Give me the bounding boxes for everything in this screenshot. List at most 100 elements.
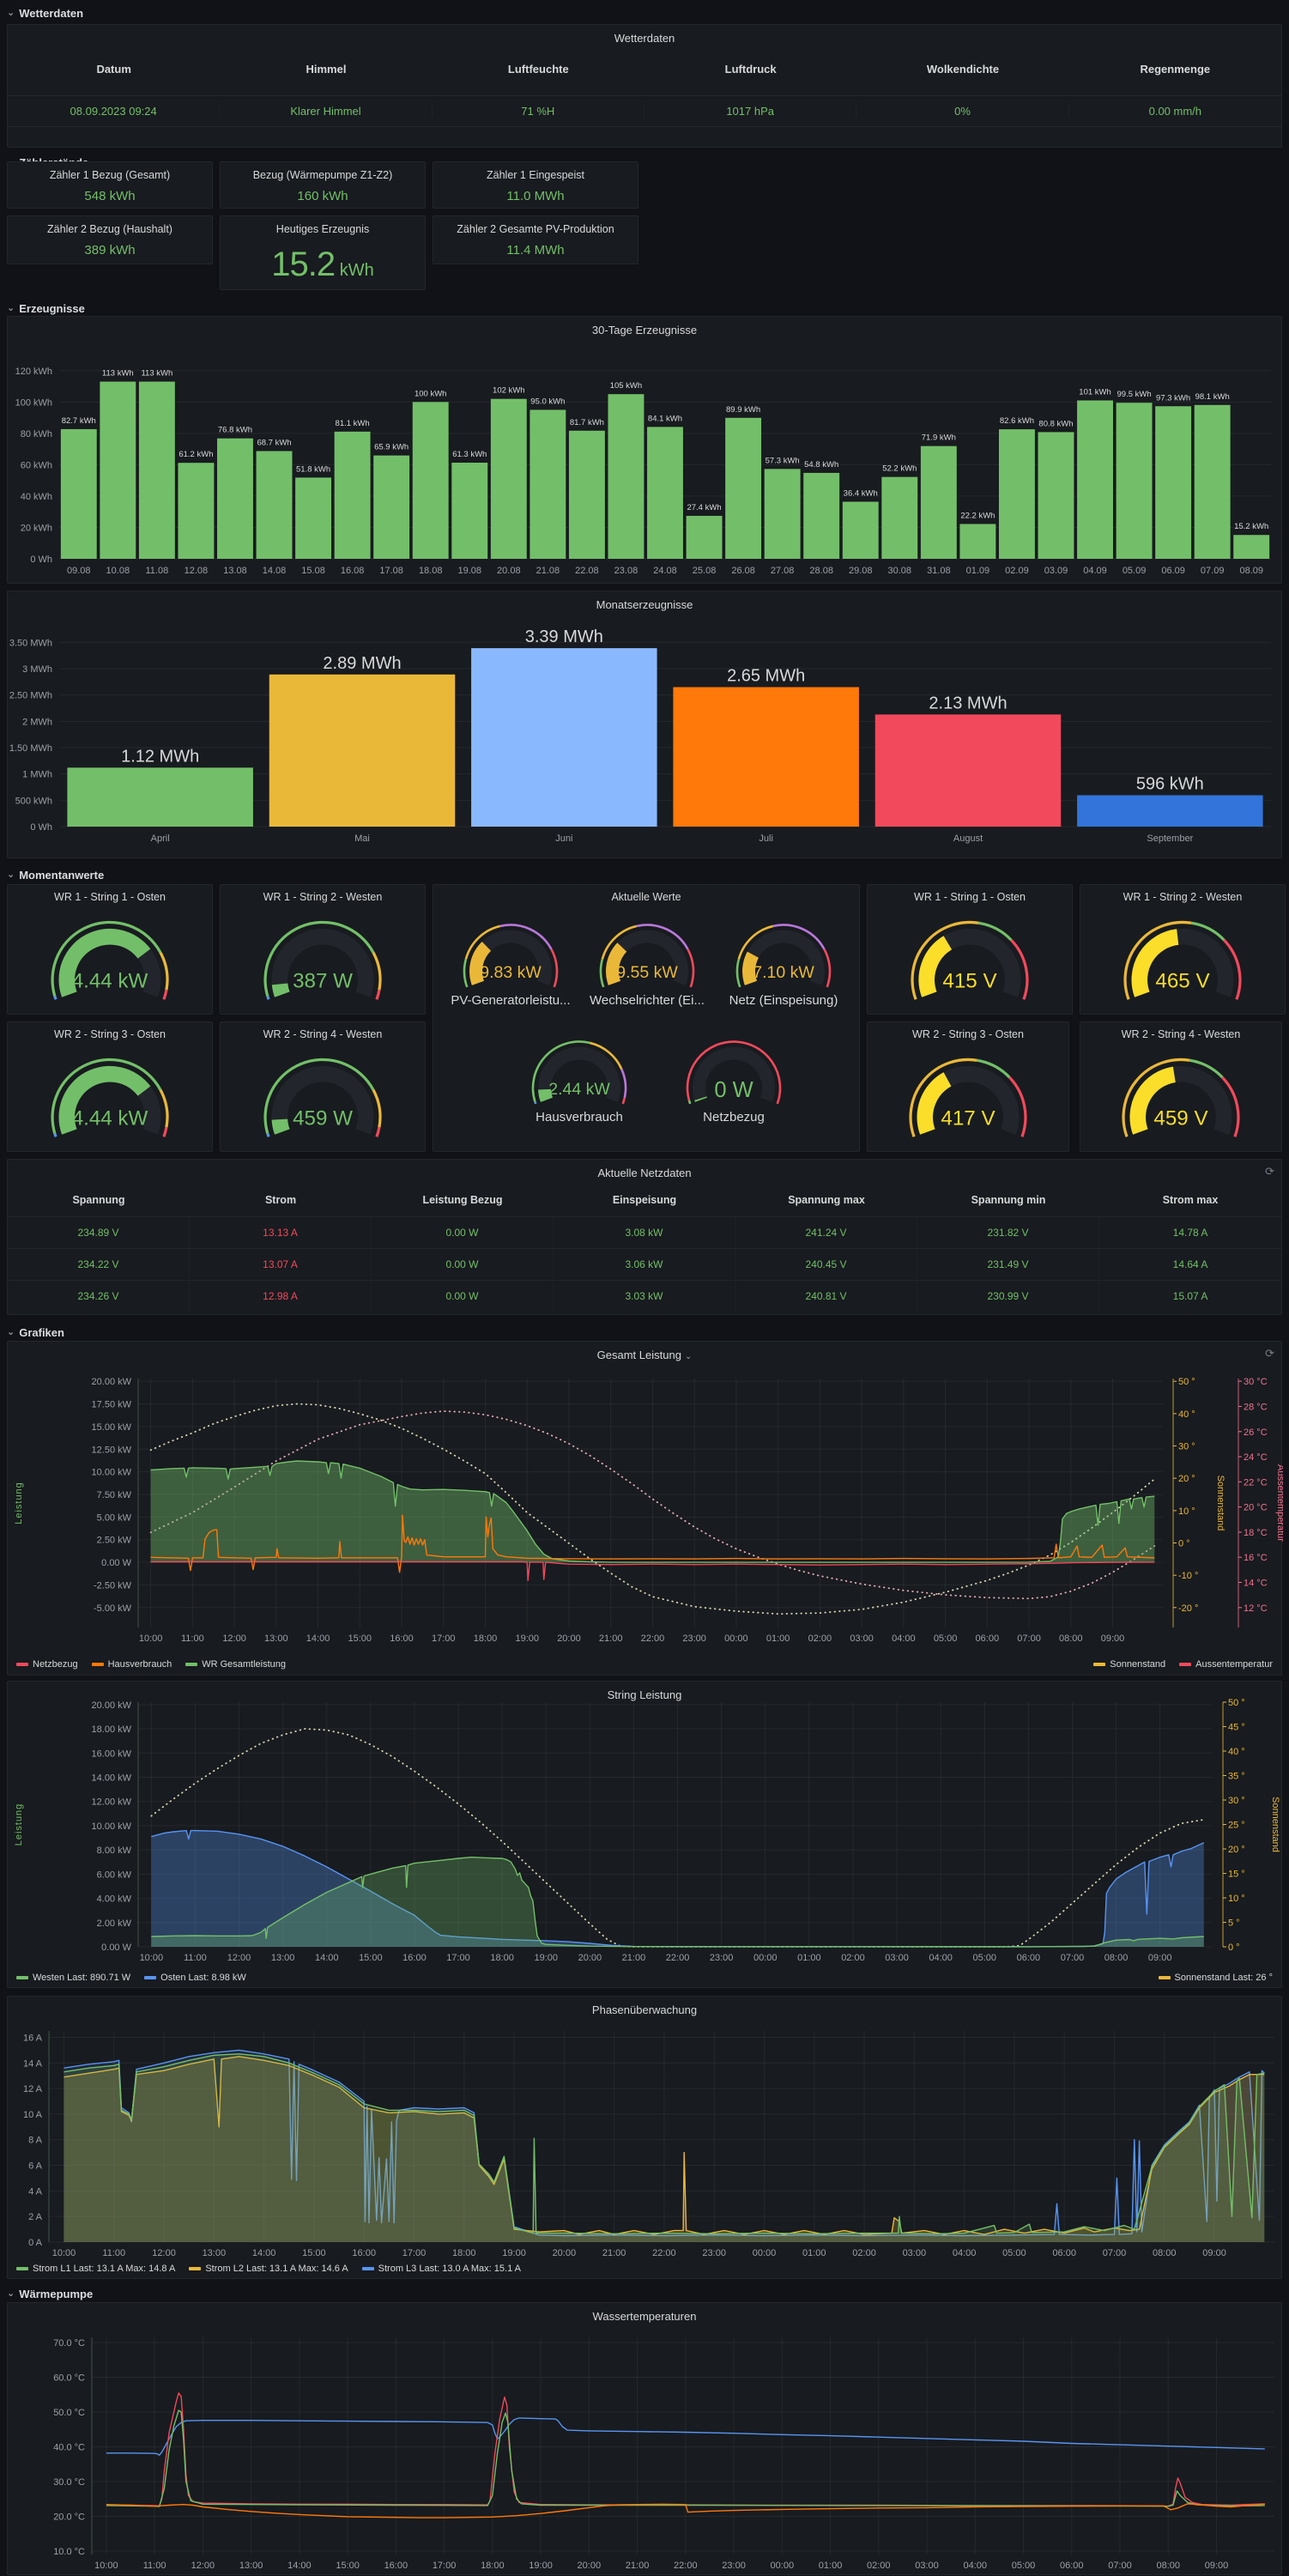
gauge-wrap: 415 V — [868, 905, 1072, 1005]
stat-title: Zähler 2 Bezug (Haushalt) — [47, 223, 172, 235]
svg-text:08:00: 08:00 — [1156, 2561, 1180, 2571]
weather-column-header: Luftdruck — [724, 63, 777, 76]
legend-phasenueberwachung: Strom L1 Last: 13.1 A Max: 14.8 A Strom L… — [16, 2264, 1273, 2274]
svg-text:16:00: 16:00 — [402, 1953, 427, 1963]
svg-text:05:00: 05:00 — [934, 1633, 958, 1644]
timeseries-wassertemperaturen[interactable]: 10:00 11:00 12:00 13:00 14:00 15:00 16:00 17:00… — [8, 2303, 1283, 2576]
bar-value-label: 82.7 kWh — [62, 416, 96, 426]
bar — [490, 398, 527, 559]
netzdaten-cell: 231.82 V — [917, 1217, 1099, 1249]
panel-title-aktuelle-werte: Aktuelle Werte — [611, 891, 681, 903]
stat-value: 389 kWh — [84, 243, 136, 258]
gauge-panel-title: WR 1 - String 1 - Osten — [914, 891, 1026, 903]
legend-item[interactable]: Hausverbrauch — [91, 1659, 172, 1670]
svg-text:0 °: 0 ° — [1178, 1539, 1190, 1549]
panel-aktuelle-werte: Aktuelle Werte 9.83 kW PV-Generatorleistu… — [433, 884, 860, 1152]
timeseries-phasenueberwachung[interactable]: 10:00 11:00 12:00 13:00 14:00 15:00 16:00 17:00… — [8, 1997, 1283, 2280]
svg-text:-2.50 kW: -2.50 kW — [94, 1580, 132, 1591]
svg-text:04:00: 04:00 — [929, 1953, 953, 1963]
bar — [842, 501, 879, 559]
svg-text:15 °: 15 ° — [1228, 1870, 1245, 1880]
refresh-icon[interactable]: ⟳ — [1265, 1347, 1274, 1360]
svg-text:7.50 kW: 7.50 kW — [97, 1490, 132, 1500]
svg-text:-5.00 kW: -5.00 kW — [94, 1603, 132, 1614]
series-Westen — [151, 1856, 1204, 1948]
legend-item[interactable]: Osten Last: 8.98 kW — [144, 1973, 246, 1983]
bar — [998, 429, 1035, 559]
svg-text:Juli: Juli — [759, 833, 773, 844]
panel-title-gesamt-leistung[interactable]: Gesamt Leistung ⌄ — [596, 1349, 693, 1361]
svg-text:80 kWh: 80 kWh — [21, 429, 52, 439]
bar-chart-30-tage[interactable]: 0 Wh 20 kWh 40 kWh 60 kWh 80 kWh 100 kWh 120 k… — [8, 317, 1283, 585]
legend-swatch — [189, 2267, 202, 2270]
legend-item[interactable]: Sonnenstand — [1093, 1659, 1165, 1670]
section-header-erzeugnisse[interactable]: ⌄ Erzeugnisse — [7, 301, 85, 315]
svg-text:40.0 °C: 40.0 °C — [53, 2443, 85, 2453]
section-header-waermepumpe[interactable]: ⌄ Wärmepumpe — [7, 2287, 94, 2300]
panel-monatserzeugnisse: Monatserzeugnisse 0 Wh 500 kWh 1 MWh 1.50 M… — [7, 591, 1282, 858]
legend-item[interactable]: Sonnenstand Last: 26 ° — [1158, 1973, 1273, 1983]
refresh-icon[interactable]: ⟳ — [1265, 1165, 1274, 1178]
netzdaten-cell: 230.99 V — [917, 1281, 1099, 1312]
legend-item[interactable]: WR Gesamtleistung — [185, 1659, 286, 1670]
panel-aktuelle-netzdaten: Aktuelle Netzdaten ⟳ Spannung Strom Leistu… — [7, 1159, 1282, 1315]
weather-value: 0.00 mm/h — [1148, 105, 1202, 118]
gauge: 0 W — [686, 1040, 782, 1105]
svg-text:13.08: 13.08 — [223, 566, 247, 576]
gauge: 387 W — [263, 920, 382, 1000]
svg-text:19:00: 19:00 — [515, 1633, 539, 1644]
legend-swatch — [16, 1976, 28, 1979]
svg-text:50 °: 50 ° — [1178, 1377, 1195, 1387]
svg-text:15:00: 15:00 — [336, 2561, 360, 2571]
weather-value: 1017 hPa — [644, 105, 857, 118]
svg-text:25.08: 25.08 — [693, 566, 717, 576]
bar-value-label: 113 kWh — [102, 369, 134, 379]
svg-text:09:00: 09:00 — [1205, 2561, 1229, 2571]
legend-item[interactable]: Aussentemperatur — [1179, 1659, 1273, 1670]
chevron-down-icon: ⌄ — [7, 1327, 15, 1337]
svg-text:23:00: 23:00 — [722, 2561, 746, 2571]
legend-swatch — [16, 2267, 28, 2270]
svg-text:100 kWh: 100 kWh — [15, 397, 52, 408]
svg-text:14:00: 14:00 — [252, 2248, 276, 2258]
svg-text:16 °C: 16 °C — [1244, 1553, 1268, 1563]
svg-text:60 kWh: 60 kWh — [21, 460, 52, 470]
gauge: 459 V — [1122, 1058, 1240, 1137]
gauge-panel-title: WR 2 - String 4 - Westen — [263, 1028, 383, 1040]
stat-title: Heutiges Erzeugnis — [275, 223, 370, 235]
bar-chart-monatserzeugnisse[interactable]: 0 Wh 500 kWh 1 MWh 1.50 MWh 2 MWh 2.50 MWh 3 M… — [8, 591, 1283, 859]
netzdaten-cell: 3.08 kW — [554, 1217, 735, 1249]
timeseries-string-leistung[interactable]: 10:00 11:00 12:00 13:00 14:00 15:00 16:00 17:00… — [8, 1682, 1283, 1989]
legend-item[interactable]: Netzbezug — [16, 1659, 78, 1670]
gauge-panel-title: WR 1 - String 1 - Osten — [54, 891, 166, 903]
panel-wetterdaten: Wetterdaten Datum Himmel Luftfeuchte Luftdr… — [7, 24, 1282, 148]
svg-text:Juni: Juni — [555, 833, 572, 844]
svg-text:06.09: 06.09 — [1161, 566, 1185, 576]
section-header-grafiken[interactable]: ⌄ Grafiken — [7, 1325, 64, 1339]
timeseries-gesamt-leistung[interactable]: 10:00 11:00 12:00 13:00 14:00 15:00 16:00 17:00… — [8, 1342, 1283, 1676]
section-header-wetterdaten[interactable]: ⌄ Wetterdaten — [7, 6, 84, 20]
legend-left-group: Netzbezug Hausverbrauch WR Gesamtleistung — [16, 1659, 286, 1670]
legend-item[interactable]: Westen Last: 890.71 W — [16, 1973, 130, 1983]
gauge-wrap: 417 V — [868, 1042, 1068, 1143]
bar-value-label: 80.8 kWh — [1038, 419, 1073, 428]
netzdaten-cell: 241.24 V — [735, 1217, 917, 1249]
legend-right-group: Sonnenstand Aussentemperatur — [1093, 1659, 1273, 1670]
chevron-down-icon: ⌄ — [7, 870, 15, 880]
section-header-momentanwerte[interactable]: ⌄ Momentanwerte — [7, 868, 105, 882]
netzdaten-column-header: Leistung Bezug — [422, 1194, 503, 1206]
legend-item[interactable]: Strom L2 Last: 13.1 A Max: 14.6 A — [189, 2264, 348, 2274]
svg-text:06:00: 06:00 — [1052, 2248, 1076, 2258]
legend-item[interactable]: Strom L3 Last: 13.0 A Max: 15.1 A — [361, 2264, 521, 2274]
svg-text:15:00: 15:00 — [348, 1633, 372, 1644]
svg-text:120 kWh: 120 kWh — [15, 367, 52, 377]
svg-text:30.0 °C: 30.0 °C — [53, 2477, 85, 2488]
svg-text:07:00: 07:00 — [1108, 2561, 1132, 2571]
gauge-value: 417 V — [941, 1107, 995, 1130]
legend-item[interactable]: Strom L1 Last: 13.1 A Max: 14.8 A — [16, 2264, 175, 2274]
gauge-wrap: 7.10 kW — [719, 911, 848, 992]
bar — [269, 674, 456, 827]
svg-text:12:00: 12:00 — [222, 1633, 246, 1644]
svg-text:23:00: 23:00 — [702, 2248, 726, 2258]
svg-text:50 °: 50 ° — [1228, 1698, 1245, 1708]
